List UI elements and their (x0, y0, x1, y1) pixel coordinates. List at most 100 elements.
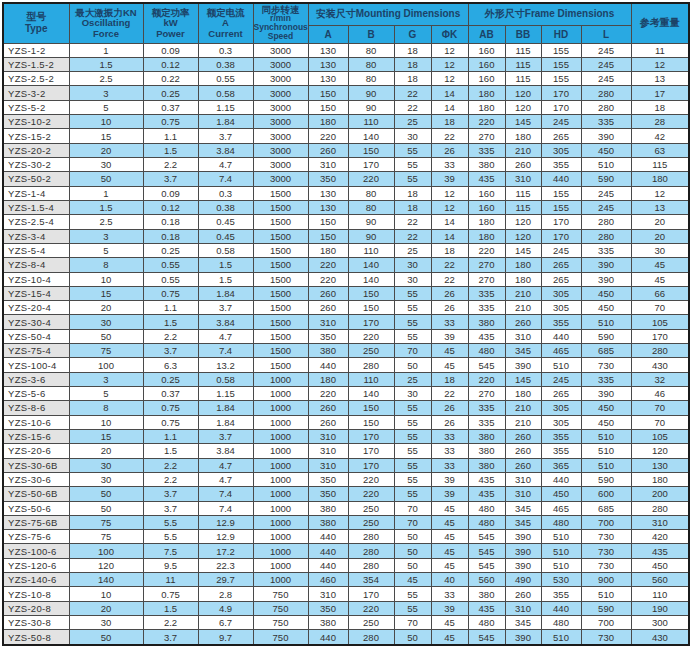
value-cell: 1500 (253, 186, 308, 200)
value-cell: 120 (505, 86, 541, 100)
value-cell: 55 (394, 429, 431, 443)
col-group-mounting: 安装尺寸Mounting Dimensions (308, 3, 468, 25)
value-cell: 13 (631, 72, 689, 86)
value-cell: 45 (394, 573, 431, 587)
value-cell: 1.5 (143, 601, 198, 615)
value-cell: 1.5 (143, 143, 198, 157)
value-cell: 1.15 (198, 100, 253, 114)
value-cell: 2.2 (143, 458, 198, 472)
value-cell: 700 (581, 515, 631, 529)
value-cell: 380 (468, 429, 505, 443)
value-cell: 46 (631, 387, 689, 401)
value-cell: 1500 (253, 315, 308, 329)
value-cell: 260 (505, 158, 541, 172)
value-cell: 22 (394, 86, 431, 100)
value-cell: 245 (541, 372, 581, 386)
value-cell: 1.1 (143, 429, 198, 443)
value-cell: 105 (631, 315, 689, 329)
value-cell: 280 (348, 558, 394, 572)
value-cell: 45 (431, 544, 468, 558)
value-cell: 55 (394, 458, 431, 472)
value-cell: 310 (308, 315, 348, 329)
model-cell: YZS-140-6 (3, 573, 69, 587)
value-cell: 22 (394, 100, 431, 114)
value-cell: 14 (431, 215, 468, 229)
value-cell: 335 (581, 115, 631, 129)
col-header-phik: ΦK (431, 25, 468, 43)
value-cell: 465 (541, 501, 581, 515)
value-cell: 10 (69, 115, 143, 129)
table-row: YZS-5-250.371.15300015090221418012017028… (3, 100, 689, 114)
value-cell: 170 (541, 86, 581, 100)
value-cell: 75 (69, 515, 143, 529)
value-cell: 180 (631, 472, 689, 486)
col-header-type-en: Type (4, 23, 69, 35)
value-cell: 430 (631, 630, 689, 645)
value-cell: 26 (431, 286, 468, 300)
value-cell: 12 (631, 57, 689, 71)
value-cell: 10 (69, 587, 143, 601)
value-cell: 5.5 (143, 530, 198, 544)
value-cell: 22 (431, 387, 468, 401)
value-cell: 2.5 (69, 215, 143, 229)
value-cell: 30 (69, 315, 143, 329)
value-cell: 39 (431, 329, 468, 343)
value-cell: 6.7 (198, 616, 253, 630)
model-cell: YZS-10-6 (3, 415, 69, 429)
value-cell: 160 (468, 43, 505, 57)
value-cell: 305 (541, 415, 581, 429)
value-cell: 7.4 (198, 344, 253, 358)
value-cell: 3.7 (143, 344, 198, 358)
value-cell: 3000 (253, 143, 308, 157)
value-cell: 0.58 (198, 86, 253, 100)
value-cell: 435 (468, 487, 505, 501)
value-cell: 6.3 (143, 358, 198, 372)
value-cell: 70 (631, 415, 689, 429)
value-cell: 4.7 (198, 472, 253, 486)
value-cell: 440 (308, 544, 348, 558)
value-cell: 180 (308, 115, 348, 129)
value-cell: 22 (394, 229, 431, 243)
value-cell: 155 (541, 72, 581, 86)
value-cell: 260 (505, 429, 541, 443)
value-cell: 3.84 (198, 315, 253, 329)
value-cell: 280 (581, 86, 631, 100)
value-cell: 45 (431, 515, 468, 529)
value-cell: 480 (541, 515, 581, 529)
value-cell: 145 (505, 372, 541, 386)
value-cell: 730 (581, 630, 631, 645)
value-cell: 600 (581, 487, 631, 501)
model-cell: YZS-2.5-2 (3, 72, 69, 86)
table-row: YZS-30-4301.53.8415003101705533380260355… (3, 315, 689, 329)
model-cell: YZS-100-4 (3, 358, 69, 372)
value-cell: 335 (468, 286, 505, 300)
value-cell: 0.55 (198, 72, 253, 86)
value-cell: 45 (431, 358, 468, 372)
value-cell: 12 (431, 186, 468, 200)
value-cell: 260 (308, 301, 348, 315)
value-cell: 510 (541, 544, 581, 558)
value-cell: 3000 (253, 172, 308, 186)
value-cell: 305 (541, 401, 581, 415)
value-cell: 335 (468, 401, 505, 415)
value-cell: 50 (394, 358, 431, 372)
value-cell: 5 (69, 243, 143, 257)
value-cell: 25 (394, 243, 431, 257)
col-header-force-en1: Oscillating (70, 18, 143, 29)
value-cell: 22 (431, 129, 468, 143)
value-cell: 11 (631, 43, 689, 57)
value-cell: 18 (431, 243, 468, 257)
model-cell: YZS-30-4 (3, 315, 69, 329)
value-cell: 13 (631, 200, 689, 214)
value-cell: 180 (505, 387, 541, 401)
value-cell: 510 (581, 429, 631, 443)
value-cell: 55 (394, 301, 431, 315)
model-cell: YZS-20-4 (3, 301, 69, 315)
value-cell: 220 (308, 129, 348, 143)
value-cell: 160 (468, 186, 505, 200)
value-cell: 30 (69, 472, 143, 486)
value-cell: 10 (69, 415, 143, 429)
value-cell: 150 (348, 415, 394, 429)
value-cell: 0.09 (143, 186, 198, 200)
value-cell: 3.7 (198, 301, 253, 315)
